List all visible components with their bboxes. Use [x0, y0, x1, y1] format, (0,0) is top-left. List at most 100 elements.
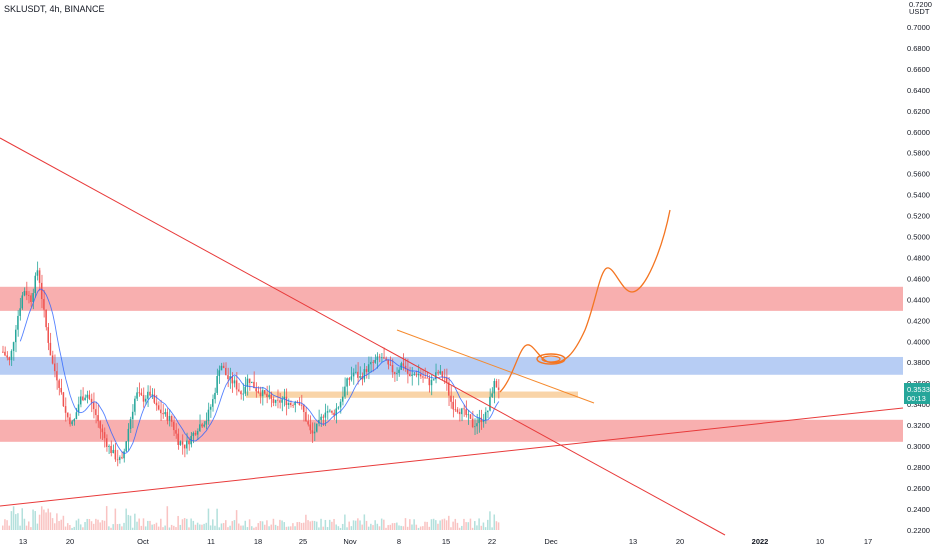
volume-bar [411, 524, 413, 530]
candle [73, 418, 75, 426]
candle-body [216, 375, 218, 393]
candle [365, 365, 368, 379]
price-axis: 0.7200 USDT 0.7000 0.6800 0.6600 0.6400 0.62… [907, 0, 932, 535]
candle-body [90, 398, 93, 403]
candle-body [60, 387, 62, 393]
candle [480, 409, 483, 430]
volume-bar [162, 527, 164, 530]
volume-bar [443, 518, 446, 530]
candle-body [183, 444, 186, 449]
volume-bar [242, 525, 244, 530]
price-label: 0.3000 [907, 442, 930, 451]
volume-bar [467, 522, 470, 530]
candle-body [75, 412, 78, 420]
candle [370, 356, 372, 373]
volume-bar [389, 524, 392, 530]
candle [118, 455, 121, 464]
volume-bar [441, 519, 444, 530]
candle [10, 349, 13, 366]
candle-body [480, 417, 483, 423]
candle-body [53, 363, 56, 372]
candle-body [467, 414, 470, 416]
symbol-title: SKLUSDT, 4h, BINANCE [4, 4, 105, 14]
volume-bar [155, 522, 158, 530]
price-zone-0 [0, 286, 903, 311]
candle [398, 367, 400, 377]
candle [179, 440, 182, 446]
candle [422, 369, 424, 383]
volume-bar [214, 525, 216, 530]
candle [450, 385, 452, 409]
candle-body [419, 373, 422, 377]
candle-body [426, 377, 428, 379]
volume-bar [333, 518, 335, 530]
candle [439, 364, 441, 375]
volume-bar [266, 520, 268, 530]
candle-body [406, 368, 409, 374]
volume-bar [45, 512, 47, 530]
volume-bar [186, 518, 188, 530]
candle [270, 391, 273, 408]
candle [175, 423, 177, 439]
candle-body [64, 406, 67, 413]
moving-average [19, 288, 500, 455]
volume-bar [129, 515, 132, 530]
volume-bar [218, 527, 221, 530]
volume-bar [66, 523, 69, 530]
candle-body [27, 295, 30, 297]
volume-bar [270, 524, 273, 530]
candle [484, 407, 487, 424]
candle-body [391, 365, 394, 373]
candle-body [417, 373, 420, 376]
volume-bar [34, 511, 36, 530]
candle [495, 378, 498, 388]
volume-bar [105, 506, 108, 530]
price-label: 0.6800 [907, 44, 930, 53]
candle-body [95, 409, 97, 416]
candle [60, 378, 62, 395]
volume-bar [181, 519, 184, 530]
candle [331, 410, 333, 415]
candle [406, 358, 409, 384]
candle-body [157, 405, 160, 410]
candle-body [380, 357, 383, 359]
candle [36, 261, 39, 281]
volume-bar [144, 526, 147, 530]
candle-body [205, 421, 208, 425]
candle [45, 309, 47, 331]
candle-body [209, 406, 212, 410]
volume-bar [480, 525, 483, 530]
candle-body [240, 391, 242, 395]
volume-bar [331, 521, 333, 530]
volume-bar [108, 526, 110, 530]
candle-body [289, 403, 292, 405]
candle [43, 289, 45, 318]
volume-bar [398, 525, 400, 530]
candle-body [121, 457, 123, 459]
candle-body [131, 411, 134, 420]
candle [116, 449, 119, 467]
candle-body [331, 410, 333, 413]
candle-body [99, 421, 101, 429]
volume-bar [240, 525, 242, 530]
candle [203, 421, 205, 428]
candle [51, 350, 54, 365]
candle-body [56, 371, 58, 381]
candle-body [389, 364, 392, 366]
candle [320, 413, 322, 427]
candle [2, 345, 4, 354]
volume-bar [203, 523, 205, 530]
volume-bar [341, 523, 344, 530]
candle [435, 363, 437, 384]
candle [283, 388, 285, 407]
candle-body [136, 392, 138, 399]
candle [378, 353, 381, 363]
volume-bar [225, 520, 227, 530]
candle [34, 272, 36, 298]
candle [417, 364, 420, 386]
volume-bar [376, 523, 379, 530]
candle [348, 377, 350, 386]
candle [430, 374, 433, 396]
price-label: 0.2200 [907, 526, 930, 535]
